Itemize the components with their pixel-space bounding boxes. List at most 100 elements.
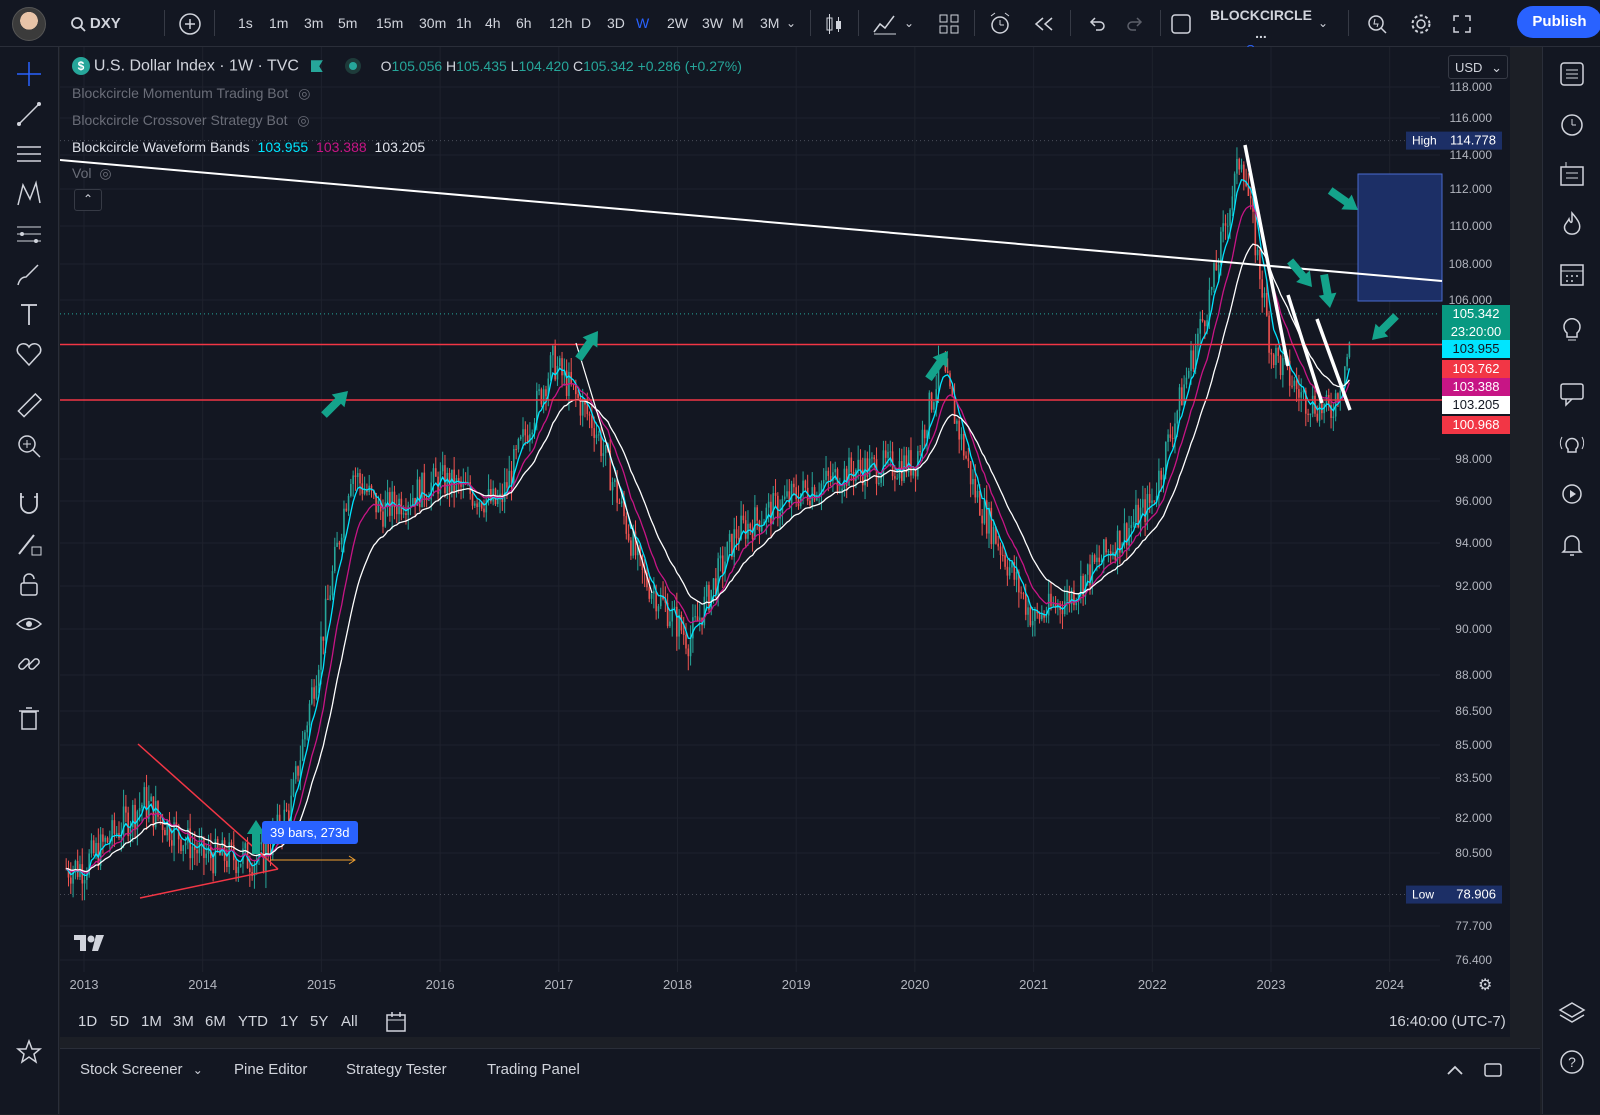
interval-3D[interactable]: 3D [607, 15, 625, 31]
eye-off-icon[interactable]: ◎ [298, 85, 311, 101]
tab-pine-editor[interactable]: Pine Editor [234, 1061, 308, 1078]
candle-body [1201, 318, 1204, 322]
layers-icon[interactable] [1557, 999, 1587, 1029]
interval-D[interactable]: D [581, 15, 592, 31]
trash-icon[interactable] [14, 703, 44, 733]
interval-6h[interactable]: 6h [516, 15, 532, 31]
range-3m[interactable]: 3M [173, 1013, 194, 1030]
replay-icon[interactable] [1032, 0, 1056, 46]
bell-icon[interactable] [1557, 529, 1587, 559]
publish-button[interactable]: Publish [1517, 6, 1600, 38]
range-all[interactable]: All [341, 1013, 358, 1030]
eye-off-icon[interactable]: ◎ [297, 112, 310, 128]
text-icon[interactable] [14, 299, 44, 329]
magnet-icon[interactable] [14, 489, 44, 519]
streams-icon[interactable] [1557, 429, 1587, 459]
tab-stock-screener[interactable]: Stock Screener ⌄ [80, 1049, 203, 1091]
candle-body [974, 478, 977, 498]
range-1y[interactable]: 1Y [280, 1013, 299, 1030]
axis-settings-gear-icon[interactable]: ⚙ [1478, 977, 1493, 994]
fullscreen-icon[interactable] [1452, 0, 1472, 46]
fib-icon[interactable] [14, 219, 44, 249]
ruler-icon[interactable] [14, 391, 44, 421]
layout-square-icon[interactable] [1170, 0, 1192, 46]
collapse-legend-button[interactable]: ⌃ [74, 189, 102, 211]
interval-15m[interactable]: 15m [376, 15, 404, 31]
maximize-panel-icon[interactable] [1482, 1049, 1504, 1091]
compare-symbol-button[interactable] [178, 0, 202, 46]
chevron-down-icon[interactable]: ⌄ [786, 16, 797, 30]
interval-30m[interactable]: 30m [419, 15, 447, 31]
link-icon[interactable] [14, 649, 44, 679]
indicator-waveform-bands[interactable]: Blockcircle Waveform Bands 103.955 103.3… [72, 139, 425, 155]
chevron-down-icon[interactable]: ⌄ [904, 16, 915, 30]
range-5y[interactable]: 5Y [310, 1013, 329, 1030]
zoom-in-icon[interactable] [14, 431, 44, 461]
indicator-volume[interactable]: Vol ◎ [72, 165, 112, 182]
chart-pane[interactable]: 118.000 116.000 114.000 112.000 110.000 108.0… [60, 47, 1510, 1037]
watchlist-icon[interactable] [1557, 59, 1587, 89]
interval-1m[interactable]: 1m [269, 15, 289, 31]
clock-display[interactable]: 16:40:00 (UTC-7) [1389, 1013, 1506, 1030]
alarm-clock-icon[interactable] [1557, 109, 1587, 139]
quick-search-icon[interactable] [1366, 0, 1388, 46]
layout-grid-icon[interactable] [938, 0, 960, 46]
range-ytd[interactable]: YTD [238, 1013, 268, 1030]
eye-off-icon[interactable]: ◎ [99, 165, 112, 181]
lock-icon[interactable] [14, 569, 44, 599]
pattern-icon[interactable] [14, 179, 44, 209]
range-1d[interactable]: 1D [78, 1013, 98, 1030]
interval-1s[interactable]: 1s [238, 15, 253, 31]
heart-icon[interactable] [14, 339, 44, 369]
interval-3W[interactable]: 3W [702, 15, 723, 31]
interval-W[interactable]: W [636, 15, 650, 31]
price-chart[interactable]: 118.000 116.000 114.000 112.000 110.000 108.0… [60, 47, 1510, 1037]
trend-line-icon[interactable] [14, 99, 44, 129]
interval-5m[interactable]: 5m [338, 15, 358, 31]
crosshair-icon[interactable] [14, 59, 44, 89]
alert-clock-icon[interactable] [988, 0, 1014, 46]
candles-icon[interactable] [824, 0, 844, 46]
symbol-title[interactable]: U.S. Dollar Index · 1W · TVC [93, 57, 299, 75]
indicators-icon[interactable] [872, 0, 898, 46]
symbol-search[interactable]: DXY [70, 0, 121, 46]
gear-icon[interactable] [1410, 0, 1432, 46]
chevron-down-icon[interactable]: ⌄ [1318, 16, 1329, 30]
redo-icon[interactable] [1126, 0, 1146, 46]
tradingview-logo[interactable] [74, 933, 110, 959]
ideas-lightbulb-icon[interactable] [1557, 313, 1587, 343]
brush-icon[interactable] [14, 259, 44, 289]
interval-3M[interactable]: 3M [760, 15, 780, 31]
candle-body [1119, 530, 1121, 553]
horizontal-lines-icon[interactable] [14, 139, 44, 169]
tab-trading-panel[interactable]: Trading Panel [487, 1061, 580, 1078]
interval-4h[interactable]: 4h [485, 15, 501, 31]
interval-M[interactable]: M [732, 15, 744, 31]
interval-3m[interactable]: 3m [304, 15, 324, 31]
object-tree-icon[interactable] [1557, 159, 1587, 189]
range-1m[interactable]: 1M [141, 1013, 162, 1030]
help-icon[interactable]: ? [1557, 1047, 1587, 1077]
tab-strategy-tester[interactable]: Strategy Tester [346, 1061, 447, 1078]
collapse-panel-icon[interactable] [1445, 1049, 1465, 1091]
hotlist-fire-icon[interactable] [1557, 209, 1587, 239]
playback-icon[interactable] [1557, 479, 1587, 509]
interval-2W[interactable]: 2W [667, 15, 688, 31]
range-6m[interactable]: 6M [205, 1013, 226, 1030]
star-icon[interactable] [14, 1037, 44, 1067]
pencil-lock-icon[interactable] [14, 529, 44, 559]
calendar-icon[interactable] [1557, 259, 1587, 289]
eye-icon[interactable] [14, 609, 44, 639]
interval-1h[interactable]: 1h [456, 15, 472, 31]
avatar[interactable] [12, 7, 46, 41]
chat-icon[interactable] [1557, 379, 1587, 409]
indicator-crossover-bot[interactable]: Blockcircle Crossover Strategy Bot ◎ [72, 112, 310, 129]
candle-body [715, 578, 717, 596]
candle-body [1206, 320, 1208, 327]
undo-icon[interactable] [1086, 0, 1106, 46]
calendar-icon[interactable] [384, 1010, 408, 1039]
range-5d[interactable]: 5D [110, 1013, 130, 1030]
currency-select[interactable]: USD ⌄ [1448, 55, 1508, 79]
indicator-momentum-bot[interactable]: Blockcircle Momentum Trading Bot ◎ [72, 85, 310, 102]
interval-12h[interactable]: 12h [549, 15, 573, 31]
